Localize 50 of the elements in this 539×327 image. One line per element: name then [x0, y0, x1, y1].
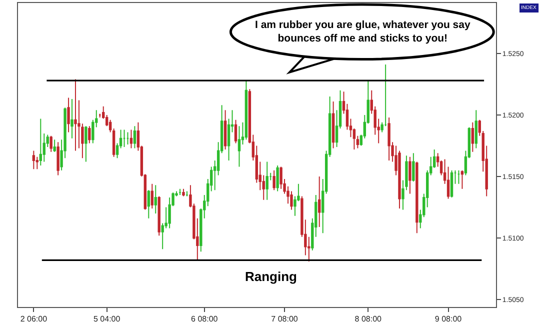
- candlestick: [56, 142, 60, 176]
- candlestick: [130, 129, 133, 149]
- candlestick: [276, 164, 279, 192]
- candlestick: [244, 80, 248, 140]
- candlestick: [168, 196, 171, 229]
- candlestick: [408, 156, 412, 194]
- candlestick: [186, 190, 188, 197]
- candlestick: [471, 122, 474, 152]
- candlestick: [32, 150, 36, 170]
- x-tick-label: 7 08:00: [271, 314, 298, 324]
- candlestick: [53, 139, 56, 152]
- candlestick: [412, 152, 415, 182]
- candlestick: [460, 170, 464, 190]
- candlestick: [84, 126, 88, 162]
- candlestick: [39, 118, 42, 166]
- candlestick: [266, 161, 268, 200]
- candlestick: [150, 183, 154, 210]
- candlestick: [272, 170, 276, 191]
- x-tick-label: 5 04:00: [93, 314, 121, 324]
- x-tick-label: 9 08:00: [434, 314, 462, 324]
- annotation: Ranging: [245, 269, 298, 284]
- candlestick: [457, 170, 460, 184]
- x-tick-label: 8 08:00: [354, 314, 382, 324]
- candlestick: [133, 126, 136, 149]
- candlestick: [50, 135, 52, 152]
- candlestick: [290, 190, 293, 210]
- candlestick: [147, 190, 150, 219]
- candlestick: [398, 150, 401, 210]
- candlestick: [388, 116, 390, 162]
- candlestick: [332, 100, 335, 149]
- candlestick: [474, 110, 478, 149]
- candlestick: [126, 132, 130, 146]
- candlestick: [224, 110, 227, 150]
- x-tick-label: 2 06:00: [20, 314, 48, 324]
- candlestick: [74, 78, 77, 152]
- candlestick: [450, 170, 454, 198]
- candlestick: [122, 129, 126, 148]
- candlestick: [178, 188, 182, 196]
- candlestick: [234, 119, 238, 144]
- candlestick: [154, 184, 157, 214]
- candlestick: [70, 98, 74, 139]
- candlestick: [318, 176, 321, 228]
- candlestick: [416, 161, 418, 234]
- candlestick: [67, 97, 70, 133]
- annotation: I am rubber you are glue, whatever you say bounces off me and sticks to you!: [255, 19, 470, 45]
- candlestick: [182, 188, 185, 197]
- candlestick: [88, 126, 91, 144]
- candlestick: [238, 126, 241, 168]
- candlestick: [158, 196, 160, 236]
- x-tick-label: 6 08:00: [191, 314, 218, 324]
